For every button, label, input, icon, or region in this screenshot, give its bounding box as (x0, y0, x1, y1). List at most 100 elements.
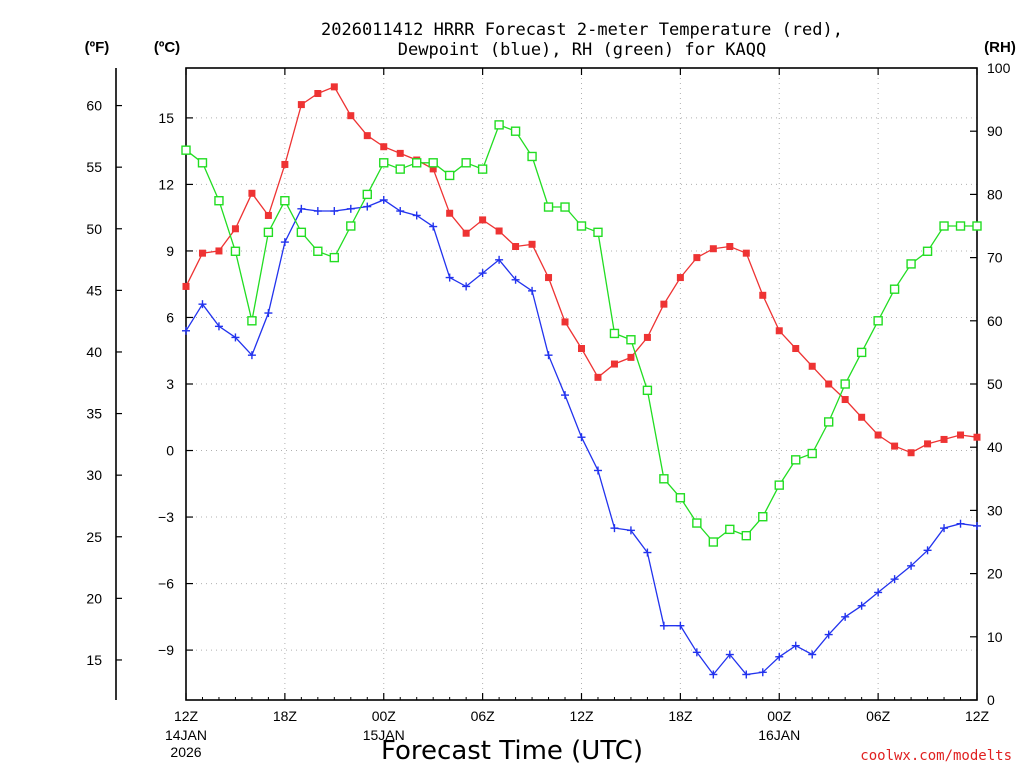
dewpoint-point (692, 648, 701, 657)
celsius-tick-label: 9 (166, 243, 174, 259)
fahrenheit-tick-label: 25 (86, 529, 102, 545)
2-meter-temperature-point (182, 282, 190, 290)
dewpoint-point (511, 275, 520, 284)
2-meter-temperature-point (215, 247, 223, 255)
2-meter-temperature-point (578, 345, 585, 353)
rh-tick-label: 30 (987, 502, 1003, 518)
2-meter-temperature-point (231, 225, 239, 233)
rh-point (725, 524, 735, 535)
x-axis-title: Forecast Time (UTC) (381, 736, 643, 766)
x-tick-label: 06Z (471, 708, 496, 724)
fahrenheit-tick-label: 40 (86, 344, 102, 360)
2-meter-temperature-point (347, 112, 355, 120)
2-meter-temperature-point (957, 431, 965, 439)
rh-point (329, 252, 340, 263)
2-meter-temperature-point (363, 132, 371, 140)
celsius-tick-label: 3 (166, 376, 174, 392)
dewpoint-point (659, 621, 668, 630)
dewpoint-point (874, 588, 883, 597)
fahrenheit-tick-label: 35 (86, 406, 102, 422)
x-tick-label: 00Z (372, 708, 397, 724)
2-meter-temperature-point (594, 373, 602, 381)
dewpoint-point (330, 207, 339, 216)
rh-point (527, 151, 537, 162)
dewpoint-point (725, 650, 734, 659)
dewpoint-point (775, 652, 784, 661)
dewpoint-point (198, 300, 207, 309)
fahrenheit-tick-label: 45 (86, 282, 102, 298)
rh-point (477, 164, 488, 174)
data-series (181, 83, 982, 679)
rh-tick-label: 50 (987, 376, 1003, 392)
2-meter-temperature-point (841, 396, 849, 404)
dewpoint-point (841, 612, 850, 621)
x-tick-label: 06Z (866, 708, 891, 724)
2-meter-temperature-point (643, 333, 651, 341)
dewpoint-point (857, 601, 866, 610)
2-meter-temperature-point (940, 435, 948, 443)
rh-point (791, 455, 801, 465)
dewpoint-point (923, 546, 932, 555)
2-meter-temperature-point (907, 449, 915, 457)
2-meter-temperature-point (676, 274, 684, 282)
dewpoint-point (709, 670, 718, 679)
rh-point (412, 158, 422, 168)
dewpoint-point (742, 670, 751, 679)
2-meter-temperature-point (396, 149, 404, 157)
x-date-label: 14JAN (165, 727, 207, 743)
x-tick-label: 18Z (273, 708, 298, 724)
rh-unit-label: (RH) (984, 39, 1016, 56)
2-meter-temperature-point (709, 245, 717, 253)
rh-point (939, 221, 949, 231)
2-meter-temperature-point (545, 274, 553, 282)
rh-tick-label: 100 (987, 60, 1011, 76)
2-meter-temperature-point (808, 362, 816, 370)
fahrenheit-tick-label: 15 (86, 652, 102, 668)
rh-tick-label: 20 (987, 566, 1003, 582)
2-meter-temperature-point (742, 249, 750, 257)
dewpoint-point (231, 333, 240, 342)
grid-lines (185, 68, 978, 700)
dewpoint-point (214, 322, 223, 331)
2-meter-temperature-point (380, 143, 388, 151)
rh-tick-label: 70 (987, 250, 1003, 266)
2-meter-temperature-point (775, 327, 783, 335)
2-meter-temperature-point (627, 353, 635, 361)
rh-point (626, 335, 636, 345)
rh-point (510, 126, 521, 136)
fahrenheit-tick-label: 60 (86, 98, 102, 114)
2-meter-temperature-point (446, 209, 454, 217)
2-meter-temperature-point (528, 240, 536, 248)
rh-point (609, 328, 620, 339)
rh-point (230, 246, 241, 256)
x-date-label: 16JAN (758, 727, 800, 743)
dewpoint-point (528, 286, 537, 295)
rh-point (395, 164, 405, 174)
dewpoint-point (182, 326, 190, 335)
dewpoint-point (626, 526, 635, 535)
2-meter-temperature-point (479, 216, 487, 224)
credit-text: coolwx.com/modelts (860, 748, 1012, 764)
chart-title-line2: Dewpoint (blue), RH (green) for KAQQ (398, 40, 766, 60)
rh-point (296, 227, 307, 238)
dewpoint-point (824, 630, 833, 639)
2-meter-temperature-point (314, 90, 322, 98)
2-meter-temperature-point (495, 227, 503, 235)
dewpoint-point (247, 351, 256, 360)
rh-point (444, 170, 455, 181)
fahrenheit-tick-label: 20 (86, 590, 102, 606)
2-meter-temperature-point (429, 165, 437, 173)
rh-tick-label: 10 (987, 629, 1003, 645)
rh-point (741, 530, 751, 541)
rh-point (873, 316, 883, 326)
dewpoint-point (577, 433, 586, 442)
rh-tick-label: 40 (987, 439, 1003, 455)
rh-point (889, 284, 900, 294)
rh-point (675, 493, 686, 503)
dewpoint-point (610, 524, 619, 533)
rh-point (214, 196, 224, 206)
rh-tick-label: 60 (987, 313, 1003, 329)
2-meter-temperature-point (874, 431, 882, 439)
axes: 6055504540353025201515129630−3−6−9100908… (86, 60, 1010, 760)
dewpoint-point (346, 204, 355, 213)
